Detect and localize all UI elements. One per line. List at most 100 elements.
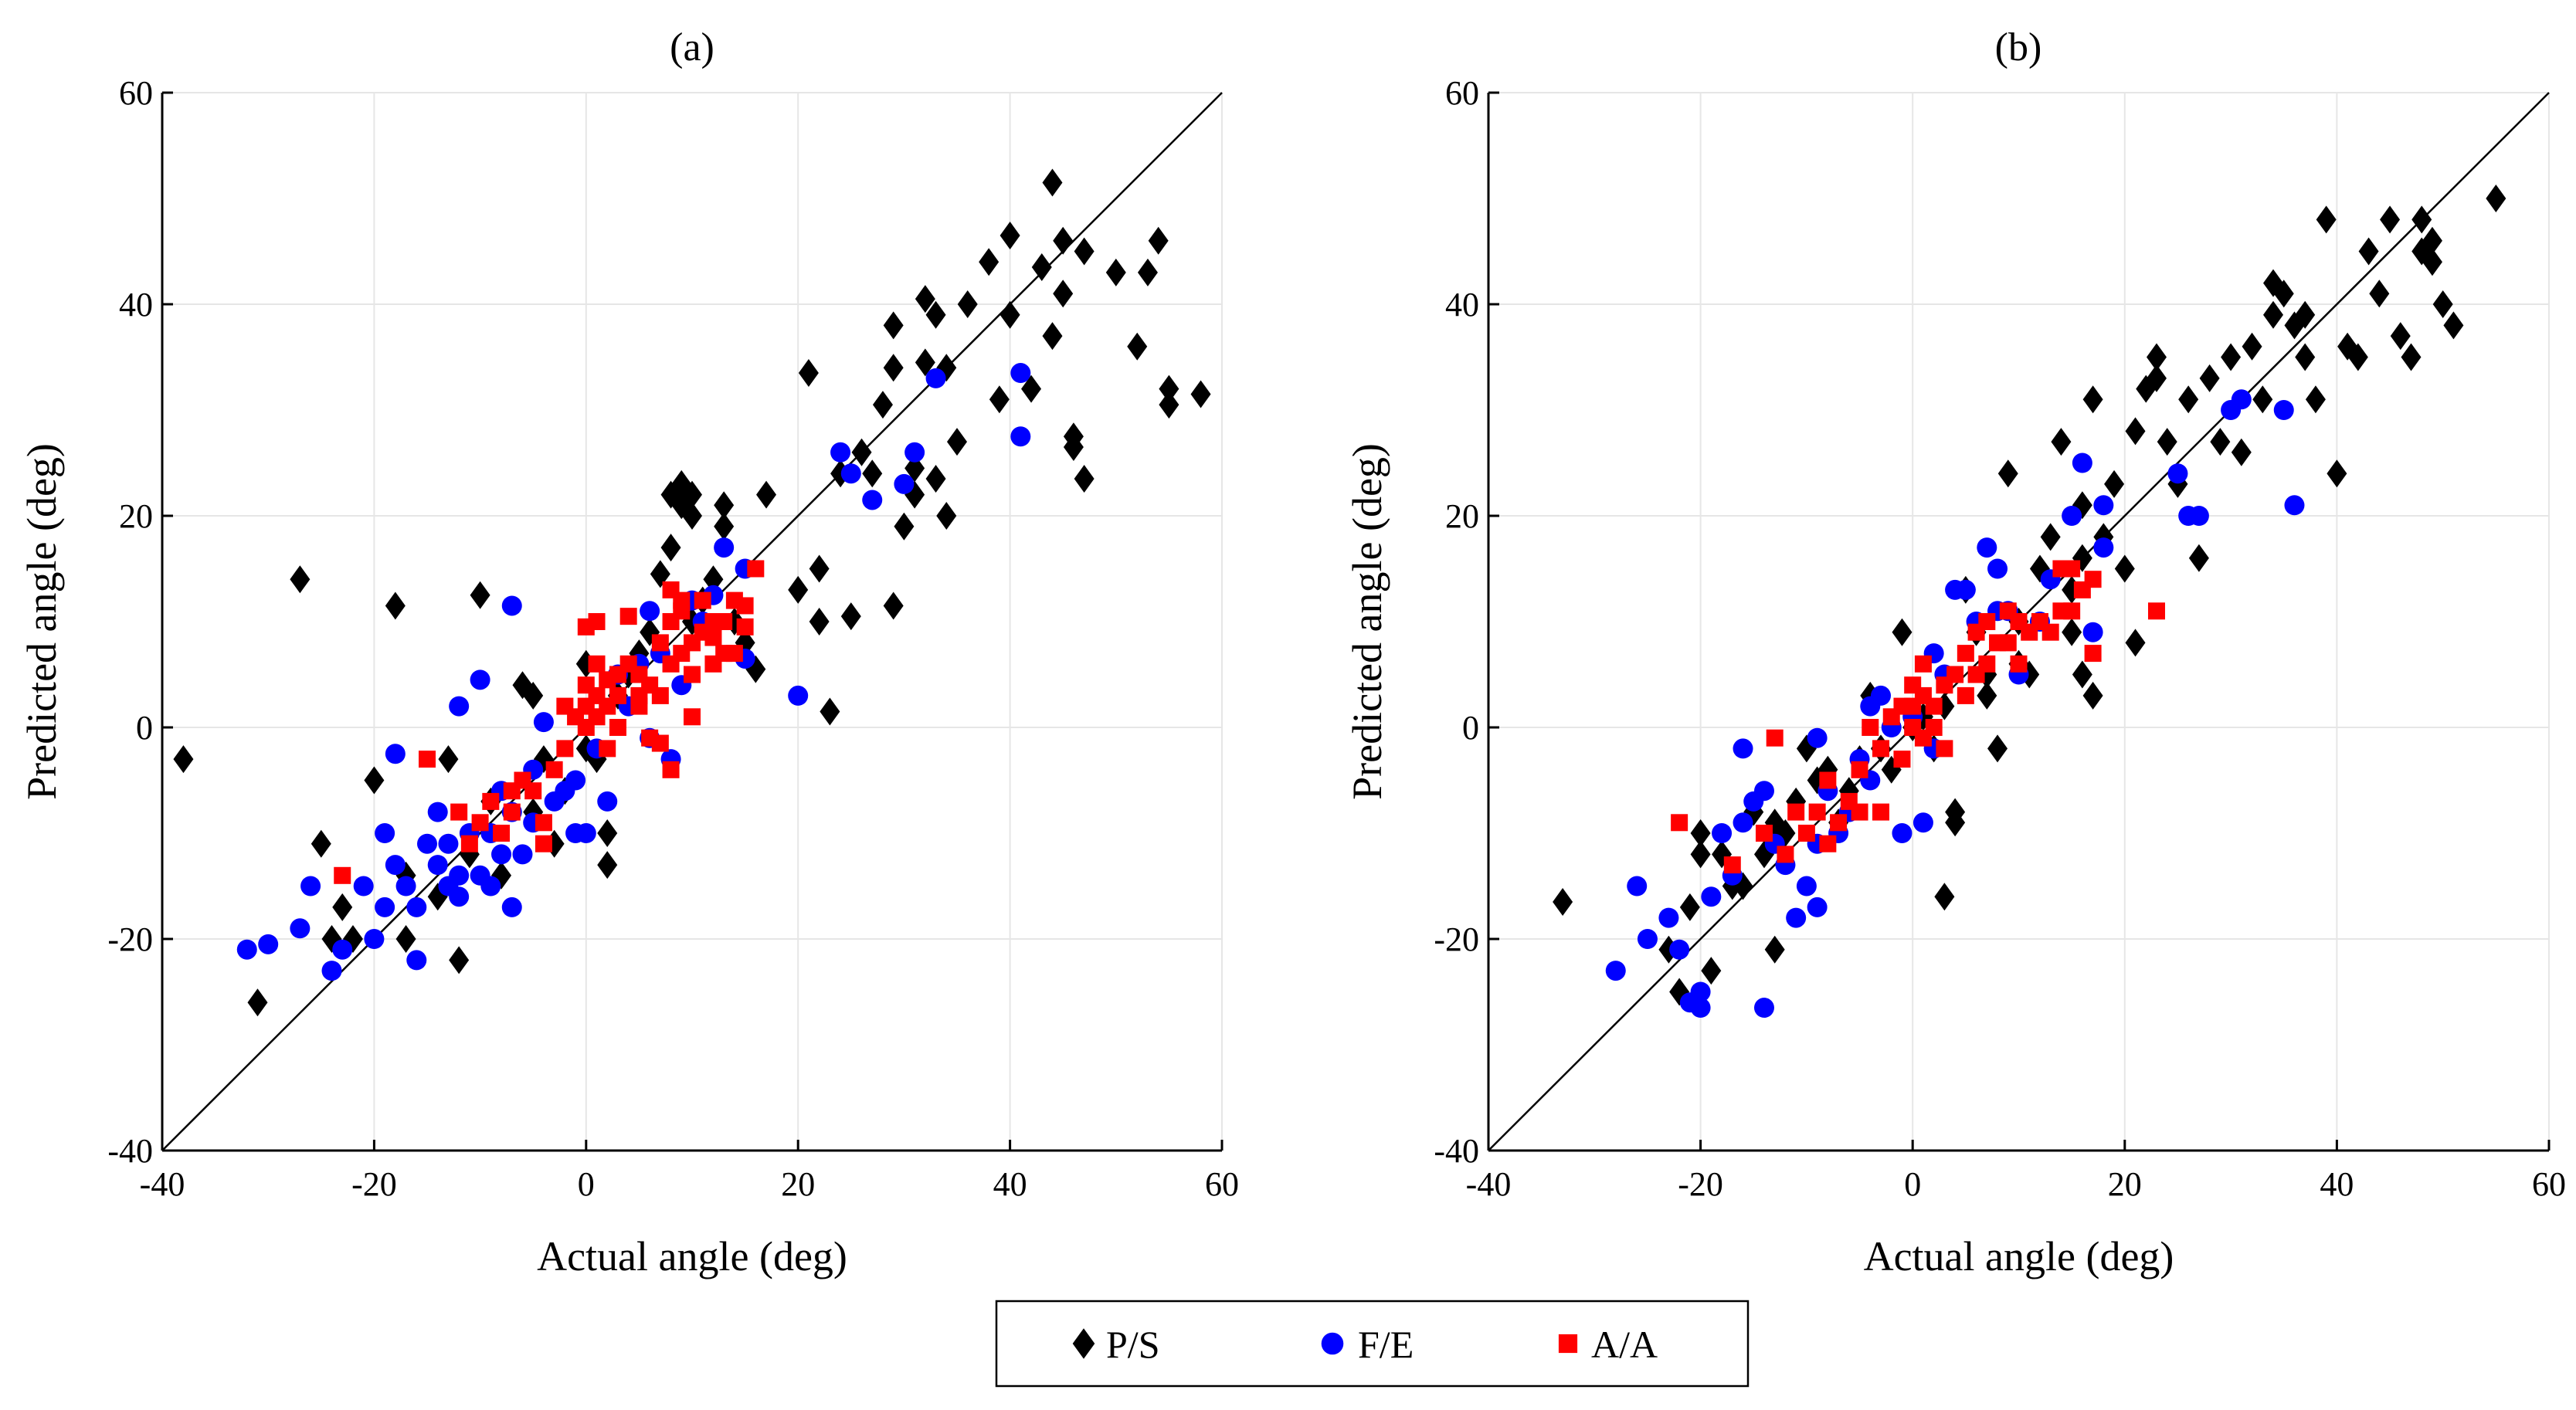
data-point [395, 925, 416, 953]
y-tick-label: 20 [119, 497, 153, 535]
data-point [640, 601, 660, 622]
data-point [2093, 537, 2114, 558]
data-point [1957, 686, 1974, 704]
data-point [1063, 432, 1084, 461]
data-point [947, 428, 967, 456]
data-point [1872, 803, 1890, 821]
data-point [662, 761, 680, 778]
data-point [375, 823, 395, 843]
data-point [715, 613, 733, 630]
data-point [1977, 537, 1997, 558]
data-point [449, 865, 470, 886]
data-point [979, 248, 1000, 276]
data-point [2273, 280, 2294, 308]
data-point [1999, 634, 2017, 652]
data-point [1679, 893, 1700, 921]
data-point [1925, 697, 1943, 715]
data-point [756, 480, 777, 509]
x-tick-label: 40 [993, 1165, 1027, 1203]
data-point [2125, 629, 2146, 657]
data-point [2327, 459, 2347, 488]
data-point [2051, 428, 2072, 456]
data-point [872, 391, 893, 419]
data-point [2295, 300, 2316, 329]
data-point [1021, 375, 1042, 403]
data-point [609, 719, 626, 736]
data-point [1000, 300, 1020, 329]
data-point [290, 918, 311, 939]
data-point [2104, 469, 2125, 498]
data-point [1042, 322, 1063, 351]
data-point [524, 782, 542, 800]
data-point [1605, 961, 1626, 981]
data-point [1819, 771, 1837, 789]
chart-title: (a) [670, 25, 714, 69]
data-point [290, 565, 311, 594]
data-point [2063, 602, 2081, 620]
data-point [395, 876, 416, 897]
data-point [419, 751, 436, 768]
data-point [1053, 226, 1074, 255]
data-point [1925, 719, 1943, 736]
data-point [1137, 258, 1158, 286]
data-point [840, 602, 861, 631]
data-point [894, 512, 915, 541]
data-point [714, 537, 735, 558]
y-tick-label: 60 [1445, 74, 1479, 112]
data-point [470, 669, 490, 690]
data-point [2082, 385, 2103, 414]
data-point [1753, 998, 1774, 1019]
data-point [630, 697, 648, 715]
data-point [1987, 734, 2008, 763]
x-tick-label: 0 [578, 1165, 595, 1203]
data-point [471, 814, 489, 832]
data-point [820, 697, 840, 726]
data-point [1955, 579, 1976, 600]
data-point [747, 560, 765, 578]
data-point [894, 473, 915, 494]
data-point [883, 354, 904, 382]
data-point [2316, 205, 2337, 234]
data-point [2040, 523, 2061, 551]
data-point [1997, 459, 2018, 488]
data-point [2188, 544, 2209, 572]
y-tick-label: 0 [136, 709, 153, 747]
data-point [438, 745, 459, 774]
data-point [1978, 613, 1996, 630]
data-point [840, 463, 861, 484]
data-point [406, 950, 427, 971]
data-point [588, 613, 606, 630]
data-point [1553, 888, 1573, 917]
data-point [482, 792, 500, 810]
data-point [2157, 428, 2177, 456]
data-point [2072, 452, 2092, 473]
x-tick-label: -20 [1678, 1165, 1723, 1203]
data-point [2231, 389, 2252, 410]
data-point [1957, 645, 1974, 663]
data-point [1671, 814, 1688, 832]
legend-marker [1558, 1334, 1578, 1354]
data-point [2231, 438, 2252, 466]
data-point [2084, 571, 2102, 588]
data-point [1042, 168, 1063, 197]
data-point [427, 855, 448, 876]
data-point [406, 897, 427, 917]
data-point [1946, 666, 1964, 683]
data-point [375, 897, 395, 917]
y-tick-label: 20 [1445, 497, 1479, 535]
y-tick-label: -40 [1434, 1132, 1479, 1170]
data-point [989, 385, 1010, 414]
data-point [2063, 560, 2081, 578]
data-point [258, 934, 279, 954]
data-point [523, 681, 544, 710]
data-point [703, 565, 724, 594]
data-point [385, 744, 406, 764]
data-point [1862, 719, 1879, 736]
data-point [1000, 221, 1020, 249]
data-point [1766, 729, 1784, 747]
data-point [1031, 253, 1052, 282]
data-point [493, 825, 511, 842]
legend-marker [1072, 1328, 1095, 1359]
data-point [925, 465, 946, 493]
data-point [2082, 681, 2103, 710]
